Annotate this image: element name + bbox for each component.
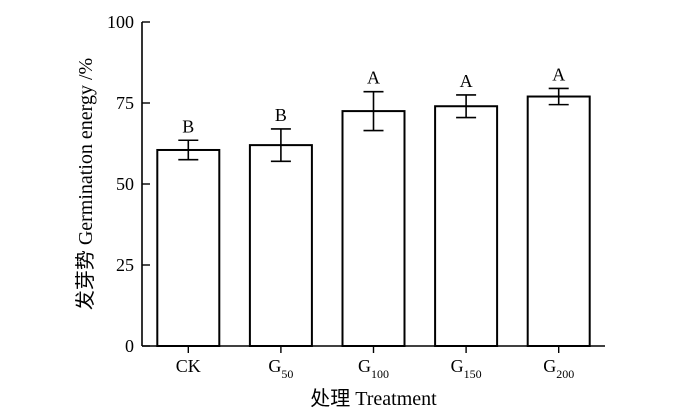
y-axis-title: 发芽势 Germination energy /%	[74, 58, 97, 310]
significance-letter: A	[367, 68, 380, 88]
error-bar	[363, 90, 384, 132]
x-axis-title: 处理 Treatment	[310, 387, 437, 410]
error-bar	[548, 87, 569, 106]
y-tick-label: 75	[116, 93, 134, 113]
error-bar	[456, 94, 477, 119]
x-axis-labels: CK G50 G100 G150 G200	[176, 346, 574, 381]
y-tick-label: 100	[107, 12, 134, 32]
x-tick-label: G200	[543, 356, 574, 381]
x-tick-label: CK	[176, 356, 201, 376]
y-tick-label: 0	[125, 336, 134, 356]
bars-group: B B A A A	[156, 64, 591, 347]
bar	[434, 105, 499, 347]
bar	[248, 144, 313, 347]
y-axis-ticks: 0 25 50 75 100	[107, 12, 150, 356]
significance-letter: A	[552, 64, 565, 84]
y-tick-label: 50	[116, 174, 134, 194]
error-bar	[270, 128, 291, 163]
x-tick-label: G100	[358, 356, 389, 381]
bar	[526, 95, 591, 347]
y-tick-label: 25	[116, 255, 134, 275]
significance-letter: B	[182, 116, 194, 136]
x-tick-label: G150	[451, 356, 482, 381]
significance-letter: B	[275, 105, 287, 125]
bar	[341, 110, 406, 347]
bar	[156, 148, 221, 347]
significance-letter: A	[460, 71, 473, 91]
x-tick-label: G50	[268, 356, 293, 381]
error-bar	[178, 139, 199, 161]
